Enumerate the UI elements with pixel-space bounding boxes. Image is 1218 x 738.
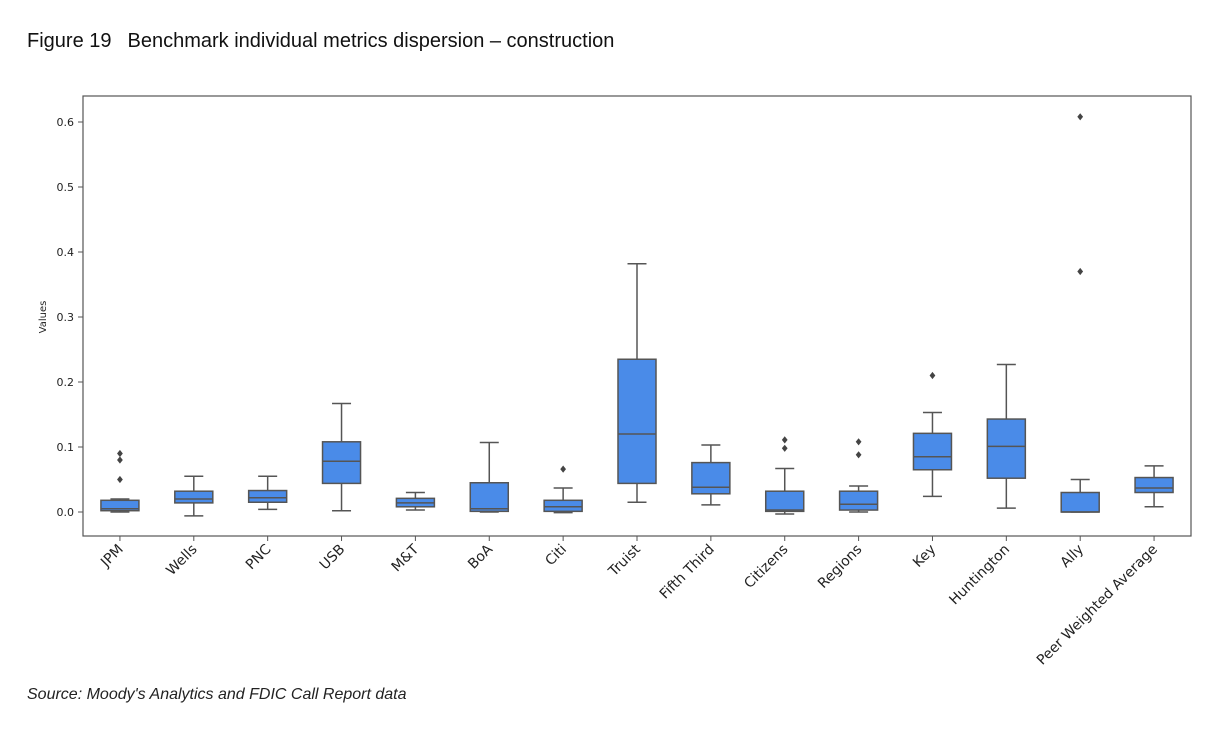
iqr-box bbox=[838, 490, 879, 511]
x-tick-label: USB bbox=[317, 542, 349, 574]
outlier-point bbox=[117, 449, 123, 458]
x-tick-label: Peer Weighted Average bbox=[1034, 542, 1161, 669]
box-group bbox=[543, 465, 583, 514]
y-tick-label: 0.1 bbox=[57, 441, 75, 454]
figure-heading: Figure 19 Benchmark individual metrics di… bbox=[27, 30, 614, 53]
box-group bbox=[1134, 465, 1174, 508]
outlier-point bbox=[781, 444, 788, 452]
iqr-box bbox=[764, 490, 805, 513]
iqr-box bbox=[912, 432, 953, 471]
y-tick-label: 0.6 bbox=[57, 116, 75, 129]
x-tick-label: Regions bbox=[815, 542, 865, 592]
x-axis: JPM Wells PNC USB M&T BoA Citi Truist Fifth Thir… bbox=[97, 536, 1161, 669]
box-group bbox=[1060, 113, 1100, 513]
iqr-box bbox=[247, 489, 288, 503]
x-tick-label: Wells bbox=[163, 542, 200, 579]
outlier-point bbox=[1077, 113, 1084, 121]
x-tick-label: Truist bbox=[605, 541, 644, 580]
box-group bbox=[764, 436, 805, 515]
iqr-box bbox=[321, 441, 362, 485]
outlier-point bbox=[929, 371, 936, 380]
x-tick-label: Ally bbox=[1058, 542, 1087, 571]
outlier-point bbox=[855, 451, 862, 459]
y-tick-label: 0.2 bbox=[57, 376, 75, 389]
iqr-box bbox=[543, 499, 583, 513]
outlier-point bbox=[855, 438, 862, 446]
iqr-box bbox=[617, 358, 657, 485]
outlier-point bbox=[560, 465, 567, 473]
x-tick-label: Fifth Third bbox=[657, 542, 718, 603]
y-tick-label: 0.0 bbox=[57, 506, 75, 519]
box-series bbox=[100, 113, 1174, 517]
outlier-point bbox=[117, 475, 123, 484]
iqr-box bbox=[986, 418, 1027, 479]
iqr-box bbox=[174, 490, 214, 504]
y-tick-label: 0.4 bbox=[57, 246, 75, 259]
iqr-box bbox=[1134, 476, 1174, 494]
iqr-box bbox=[691, 461, 731, 495]
box-group bbox=[247, 475, 288, 511]
box-group bbox=[174, 475, 214, 517]
box-group bbox=[100, 449, 140, 513]
x-tick-label: Citi bbox=[542, 542, 570, 570]
y-tick-label: 0.3 bbox=[57, 311, 75, 324]
outlier-point bbox=[1077, 267, 1084, 276]
x-tick-label: BoA bbox=[465, 541, 496, 572]
source-note: Source: Moody's Analytics and FDIC Call … bbox=[27, 686, 407, 703]
y-axis-title: Values bbox=[38, 301, 49, 334]
x-tick-label: Huntington bbox=[946, 542, 1013, 609]
outlier-point bbox=[781, 436, 788, 444]
box-group bbox=[321, 402, 362, 512]
box-group bbox=[838, 438, 879, 513]
outlier-point bbox=[117, 456, 123, 464]
x-tick-label: M&T bbox=[389, 541, 423, 575]
box-group bbox=[469, 441, 510, 513]
box-group bbox=[395, 491, 436, 511]
figure-title: Benchmark individual metrics dispersion … bbox=[127, 30, 615, 52]
box-group bbox=[986, 363, 1027, 509]
figure-label: Figure 19 bbox=[27, 30, 112, 52]
x-tick-label: Key bbox=[910, 542, 939, 571]
iqr-box bbox=[469, 482, 510, 513]
iqr-box bbox=[100, 499, 140, 512]
y-axis: 0.0 0.1 0.2 0.3 0.4 0.5 0.6 bbox=[57, 116, 83, 519]
x-tick-label: PNC bbox=[243, 541, 275, 573]
box-group bbox=[691, 444, 731, 506]
box-group bbox=[912, 371, 953, 498]
iqr-box bbox=[1060, 491, 1100, 513]
x-tick-label: JPM bbox=[97, 542, 126, 571]
y-tick-label: 0.5 bbox=[57, 181, 75, 194]
x-tick-label: Citizens bbox=[741, 542, 791, 592]
box-group bbox=[617, 262, 657, 503]
